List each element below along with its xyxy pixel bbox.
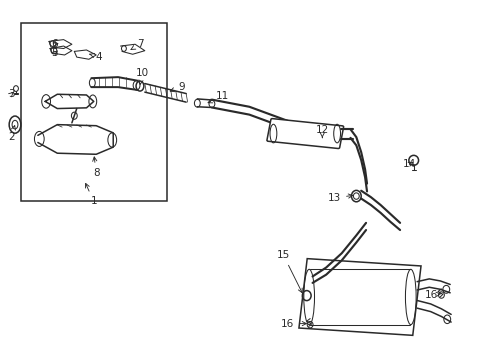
Text: 4: 4 xyxy=(90,52,102,62)
Text: 10: 10 xyxy=(136,68,149,84)
Text: 8: 8 xyxy=(93,157,100,178)
Text: 5: 5 xyxy=(51,48,58,58)
Bar xyxy=(298,258,420,336)
Text: 16: 16 xyxy=(424,290,440,300)
Text: 13: 13 xyxy=(327,193,352,203)
Text: 15: 15 xyxy=(276,250,302,293)
Text: 11: 11 xyxy=(208,91,229,103)
Text: 3: 3 xyxy=(8,89,15,99)
Text: 9: 9 xyxy=(170,82,184,92)
Text: 1: 1 xyxy=(85,184,97,206)
Text: 14: 14 xyxy=(403,159,416,169)
Text: 7: 7 xyxy=(131,39,143,50)
Text: 12: 12 xyxy=(315,125,328,138)
Text: 6: 6 xyxy=(51,39,58,49)
Bar xyxy=(21,23,166,202)
Text: 2: 2 xyxy=(8,126,16,142)
Text: 16: 16 xyxy=(280,319,305,329)
FancyBboxPatch shape xyxy=(266,118,343,149)
